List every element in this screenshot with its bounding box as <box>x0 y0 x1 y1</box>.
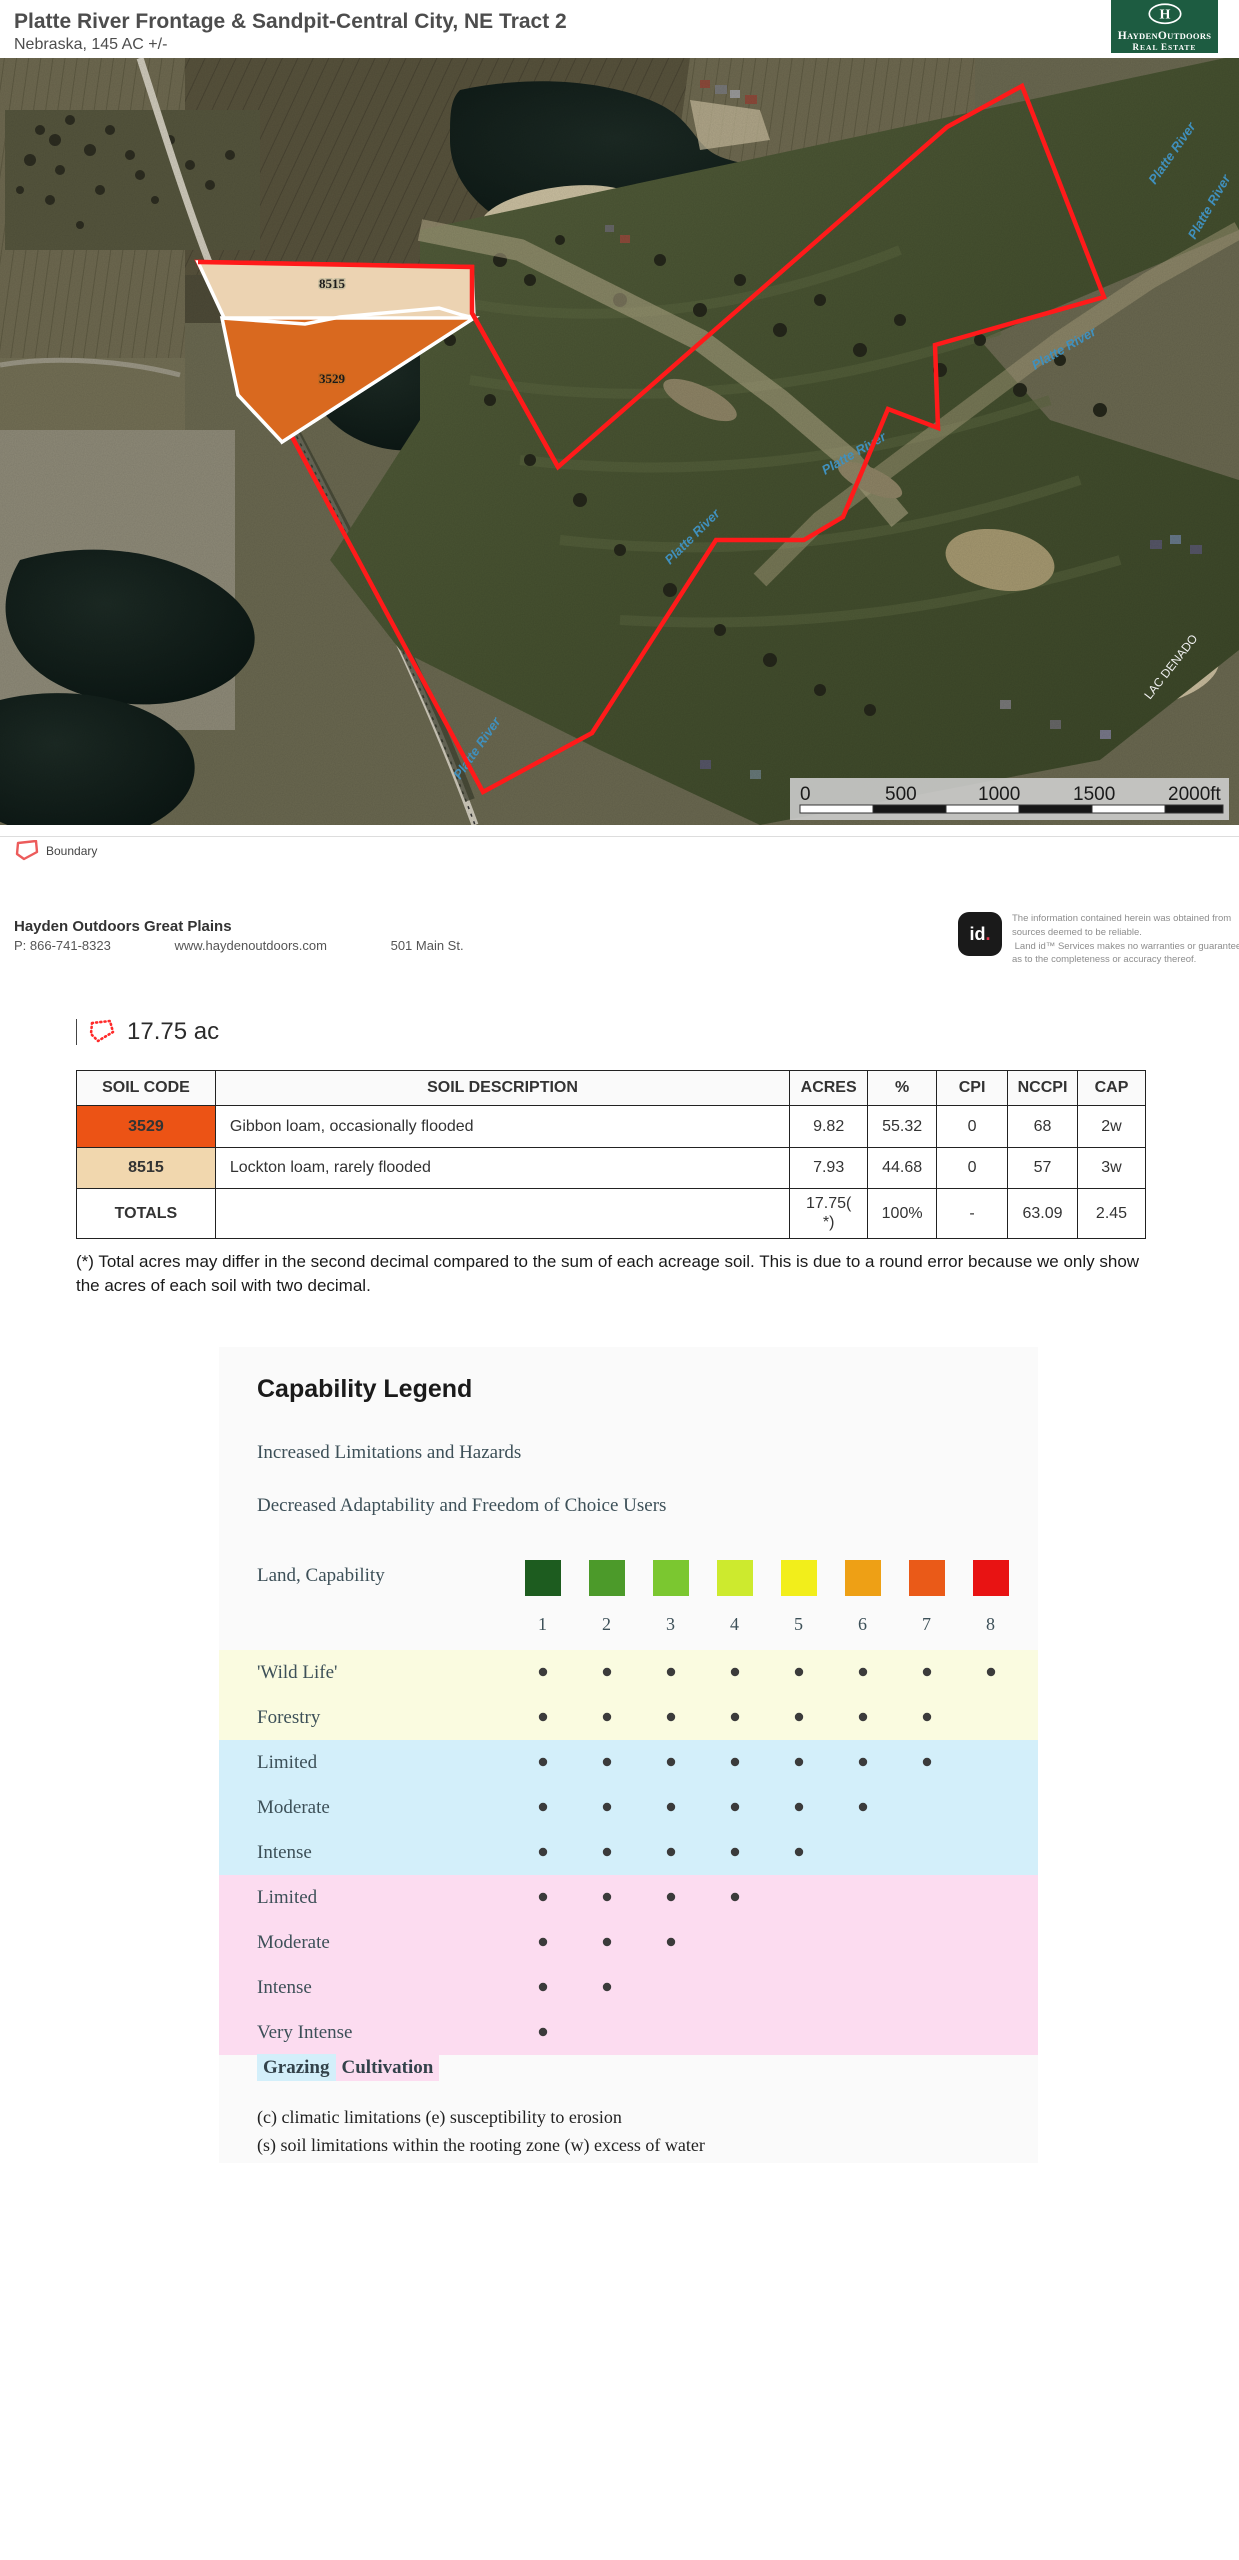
svg-text:8515: 8515 <box>319 276 346 291</box>
svg-text:0: 0 <box>800 784 811 805</box>
svg-text:3529: 3529 <box>319 371 346 386</box>
svg-text:2000ft: 2000ft <box>1168 784 1222 805</box>
svg-text:1500: 1500 <box>1073 784 1115 805</box>
svg-text:500: 500 <box>885 784 917 805</box>
svg-text:1000: 1000 <box>978 784 1020 805</box>
svg-text:H: H <box>1159 7 1170 23</box>
